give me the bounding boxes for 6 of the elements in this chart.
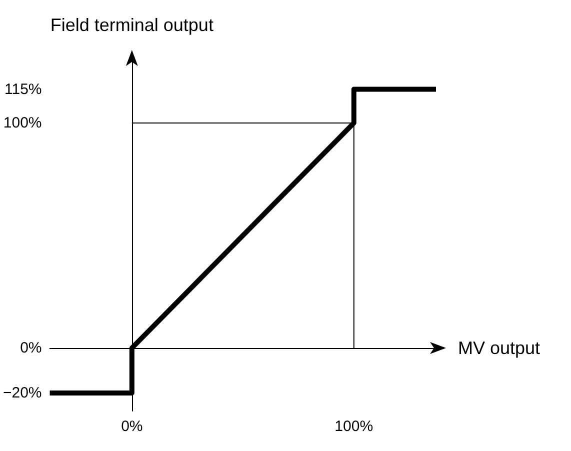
y-tick-label: 0% xyxy=(20,340,42,356)
x-axis-title: MV output xyxy=(458,338,540,358)
y-tick-label: −20% xyxy=(2,384,42,402)
y-tick-label: 115% xyxy=(4,80,42,98)
y-tick-label: 100% xyxy=(3,114,42,132)
y-axis-title: Field terminal output xyxy=(50,15,214,35)
